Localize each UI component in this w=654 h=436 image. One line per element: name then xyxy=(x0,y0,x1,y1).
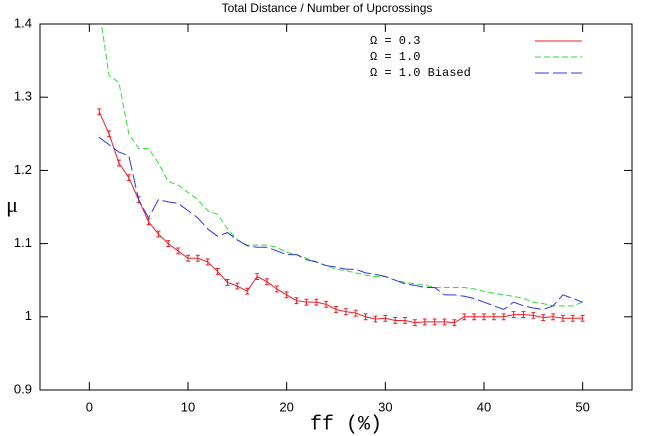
error-bar xyxy=(521,311,526,319)
plot-area xyxy=(97,24,585,327)
error-bar xyxy=(116,159,121,167)
y-axis-label: μ xyxy=(6,192,18,217)
error-bar xyxy=(383,314,388,322)
error-bar xyxy=(442,318,447,326)
x-axis-label: ff (%) xyxy=(310,413,382,436)
error-bar xyxy=(541,314,546,321)
error-bar xyxy=(205,258,210,266)
error-bar xyxy=(373,315,378,323)
y-tick-label: 1.2 xyxy=(14,162,32,177)
error-bar xyxy=(491,313,496,321)
error-bar xyxy=(334,306,338,313)
legend-label: Ω = 1.0 xyxy=(370,50,420,64)
x-tick-label: 0 xyxy=(86,399,93,414)
error-bar xyxy=(304,298,309,306)
error-bar xyxy=(215,267,220,275)
error-bar xyxy=(393,317,398,324)
error-bar xyxy=(501,313,506,321)
error-bar xyxy=(570,314,575,322)
x-tick-label: 30 xyxy=(378,399,392,414)
error-bar xyxy=(156,230,161,238)
error-bar xyxy=(284,291,289,299)
error-bar xyxy=(264,278,269,286)
error-bar xyxy=(412,319,417,327)
x-tick-label: 20 xyxy=(279,399,293,414)
legend-label: Ω = 0.3 xyxy=(370,34,420,48)
error-bar xyxy=(353,309,358,317)
series-line xyxy=(98,137,583,311)
error-bar xyxy=(176,247,181,255)
error-bar xyxy=(482,313,486,321)
error-bar xyxy=(580,314,585,322)
y-tick-label: 0.9 xyxy=(14,381,32,396)
x-tick-label: 40 xyxy=(477,399,491,414)
error-bar xyxy=(126,174,131,182)
error-bar xyxy=(245,287,250,295)
error-bar xyxy=(294,297,299,305)
error-bar xyxy=(343,308,348,316)
series-line xyxy=(98,111,583,324)
x-tick-label: 50 xyxy=(575,399,589,414)
plot-frame xyxy=(39,23,633,391)
chart-title: Total Distance / Number of Upcrossings xyxy=(222,1,433,15)
error-bar xyxy=(324,300,329,308)
error-bar xyxy=(432,318,437,326)
x-tick-label: 10 xyxy=(181,399,195,414)
error-bar xyxy=(560,314,565,322)
error-bar xyxy=(363,313,368,321)
error-bar xyxy=(166,240,171,248)
series-line xyxy=(100,24,583,307)
error-bar xyxy=(107,130,112,138)
error-bar xyxy=(195,254,200,262)
y-tick-label: 1 xyxy=(25,308,32,323)
error-bar xyxy=(255,273,260,280)
error-bar xyxy=(97,108,102,116)
error-bar xyxy=(462,313,467,321)
legend-label: Ω = 1.0 Biased xyxy=(370,66,471,80)
error-bar xyxy=(422,318,427,326)
error-bar xyxy=(274,285,279,293)
error-bar xyxy=(472,313,477,321)
error-bar xyxy=(186,254,190,262)
y-tick-label: 1.4 xyxy=(14,15,32,30)
error-bar xyxy=(511,311,516,319)
error-bar xyxy=(314,298,319,306)
y-tick-label: 1.1 xyxy=(14,235,32,250)
error-bar xyxy=(225,278,230,286)
error-bar xyxy=(235,282,240,290)
error-bar xyxy=(531,311,536,319)
y-tick-label: 1.3 xyxy=(14,89,32,104)
error-bar xyxy=(403,317,408,324)
error-bar xyxy=(452,319,457,327)
error-bar xyxy=(551,313,556,321)
